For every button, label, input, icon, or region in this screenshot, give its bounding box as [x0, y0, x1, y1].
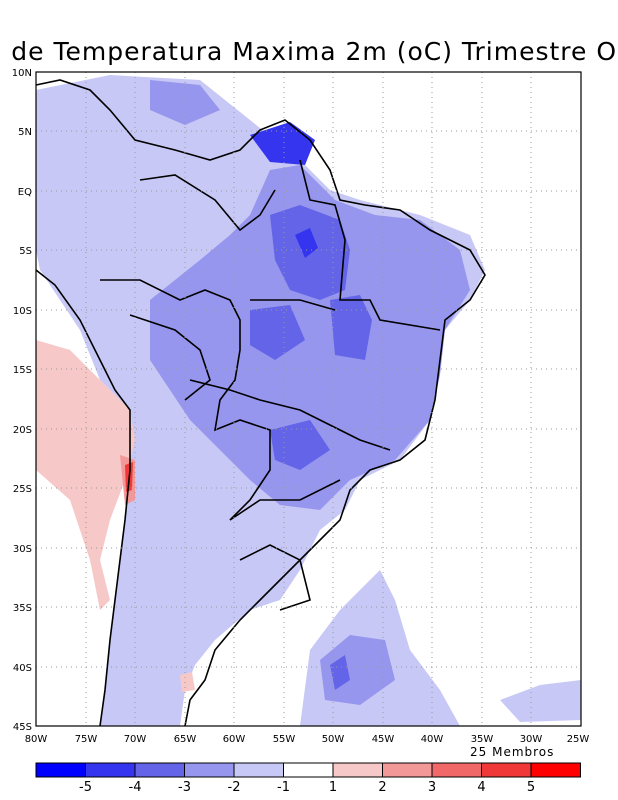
shade-darkest-blue-amazon: [295, 228, 318, 258]
lat-label: 40S: [13, 663, 32, 674]
lon-label: 60W: [223, 734, 246, 745]
colorbar-tick-label: 5: [527, 780, 535, 795]
colorbar-swatch: [233, 762, 284, 778]
lat-label: 20S: [13, 425, 32, 436]
lat-label: 5N: [18, 127, 32, 138]
lon-label: 45W: [372, 734, 395, 745]
colorbar-swatch: [481, 762, 532, 778]
colorbar-tick-label: -2: [228, 780, 241, 795]
lat-label: EQ: [18, 187, 32, 198]
colorbar-tick-label: 2: [378, 780, 386, 795]
lon-label: 25W: [567, 734, 590, 745]
shade-light-red-pacific: [36, 340, 135, 610]
colorbar-swatch: [134, 762, 185, 778]
colorbar-swatch: [332, 762, 383, 778]
colorbar-tick-label: -3: [178, 780, 191, 795]
map-frame: [35, 71, 582, 727]
colorbar-tick-label: -5: [79, 780, 92, 795]
lon-label: 50W: [322, 734, 345, 745]
colorbar-tick-label: 4: [477, 780, 485, 795]
lon-label: 70W: [124, 734, 147, 745]
lat-label: 45S: [13, 722, 32, 733]
colorbar-swatch: [283, 762, 334, 778]
colorbar-tick-label: 1: [329, 780, 337, 795]
members-label: 25 Membros: [470, 745, 555, 759]
lat-label: 5S: [19, 246, 32, 257]
shade-dark-blue-nordeste: [330, 295, 372, 360]
colorbar-tick-label: -4: [129, 780, 142, 795]
colorbar-swatch: [85, 762, 136, 778]
longitude-labels: 80W 75W 70W 65W 60W 55W 50W 45W 40W 35W …: [25, 734, 590, 745]
lon-label: 30W: [520, 734, 543, 745]
colorbar-swatch: [35, 762, 86, 778]
colorbar-swatch: [184, 762, 235, 778]
map-title: a de Temperatura Maxima 2m (oC) Trimestr…: [0, 37, 618, 66]
lat-label: 30S: [13, 544, 32, 555]
gridlines: [36, 72, 581, 726]
colorbar-swatch: [530, 762, 581, 778]
lon-label: 80W: [25, 734, 48, 745]
shade-darkest-blue-guiana: [250, 122, 315, 165]
colorbar-swatch: [382, 762, 433, 778]
lat-label: 35S: [13, 603, 32, 614]
shade-dark-blue-ocean: [330, 655, 350, 690]
shade-light-red-patagonia: [180, 672, 195, 692]
colorbar-tick-label: -1: [277, 780, 290, 795]
latitude-labels: 10N 5N EQ 5S 10S 15S 20S 25S 30S 35S 40S…: [12, 68, 32, 733]
country-borders: [35, 79, 486, 727]
lat-label: 10N: [12, 68, 32, 79]
lon-label: 35W: [471, 734, 494, 745]
lat-label: 10S: [13, 306, 32, 317]
shade-dark-blue-center: [250, 305, 305, 360]
shade-light-blue-ocean-east: [500, 680, 581, 722]
lon-label: 55W: [273, 734, 296, 745]
colorbar-tick-label: 3: [428, 780, 436, 795]
lon-label: 40W: [421, 734, 444, 745]
lat-label: 25S: [13, 484, 32, 495]
shade-dark-blue-south: [270, 420, 330, 470]
lon-label: 75W: [75, 734, 98, 745]
colorbar-swatch: [431, 762, 482, 778]
lon-label: 65W: [174, 734, 197, 745]
lat-label: 15S: [13, 365, 32, 376]
